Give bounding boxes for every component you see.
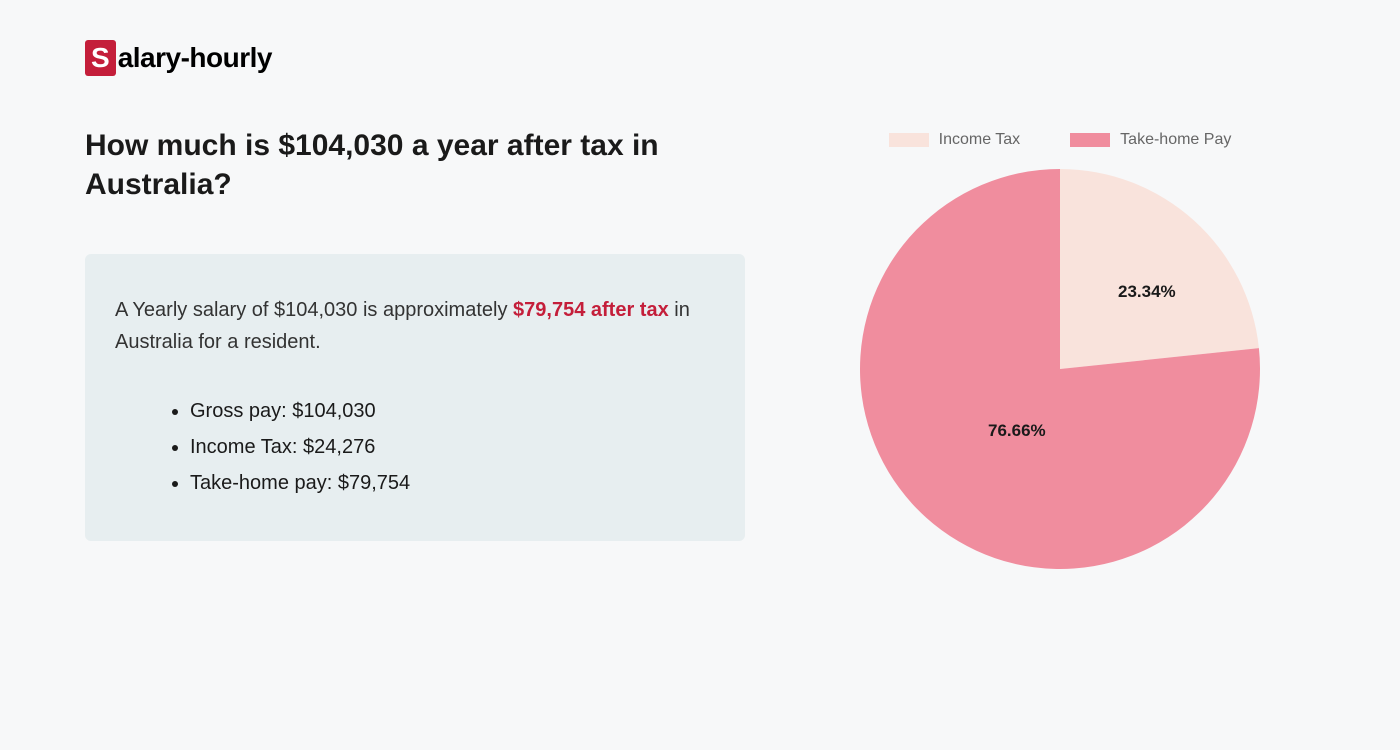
pie-svg [860, 169, 1260, 569]
logo-badge: S [85, 40, 116, 76]
pie-chart: 23.34% 76.66% [860, 169, 1260, 569]
chart-legend: Income Tax Take-home Pay [845, 126, 1275, 149]
summary-prefix: A Yearly salary of $104,030 is approxima… [115, 299, 513, 321]
right-column: Income Tax Take-home Pay 23.34% 76.66% [845, 126, 1275, 569]
legend-swatch [889, 133, 929, 147]
legend-label: Income Tax [939, 131, 1021, 149]
legend-label: Take-home Pay [1120, 131, 1231, 149]
summary-text: A Yearly salary of $104,030 is approxima… [115, 294, 715, 358]
pie-slice-label: 76.66% [988, 421, 1046, 441]
detail-gross-pay: Gross pay: $104,030 [190, 393, 715, 429]
pie-slice-label: 23.34% [1118, 282, 1176, 302]
info-card: A Yearly salary of $104,030 is approxima… [85, 254, 745, 541]
legend-swatch [1070, 133, 1110, 147]
left-column: How much is $104,030 a year after tax in… [85, 126, 745, 569]
summary-highlight: $79,754 after tax [513, 299, 669, 321]
detail-income-tax: Income Tax: $24,276 [190, 429, 715, 465]
pie-slice [1060, 169, 1259, 369]
page-title: How much is $104,030 a year after tax in… [85, 126, 745, 204]
legend-item-take-home: Take-home Pay [1070, 131, 1231, 149]
details-list: Gross pay: $104,030 Income Tax: $24,276 … [115, 393, 715, 501]
detail-take-home: Take-home pay: $79,754 [190, 465, 715, 501]
logo: S alary-hourly [85, 40, 1315, 76]
logo-text: alary-hourly [118, 42, 272, 74]
legend-item-income-tax: Income Tax [889, 131, 1021, 149]
